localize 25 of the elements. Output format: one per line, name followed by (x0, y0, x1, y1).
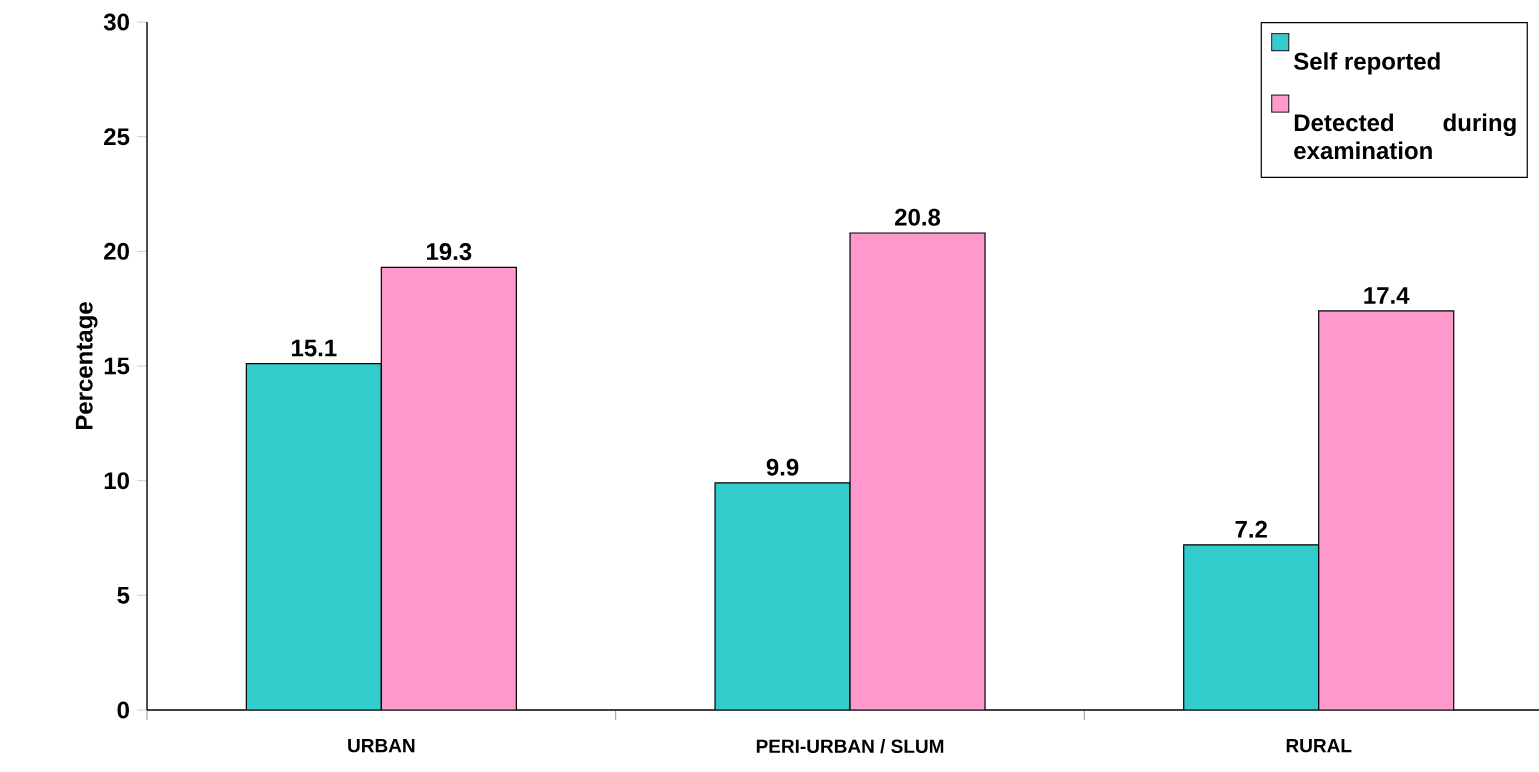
bar (1318, 310, 1455, 710)
bar (380, 266, 517, 710)
data-label: 7.2 (1235, 520, 1267, 538)
legend-label: Detected during examination (1294, 113, 1516, 160)
y-axis-title: Percentage (75, 302, 98, 430)
y-tick-label: 20 (104, 242, 129, 260)
y-tick-label: 15 (104, 357, 130, 375)
data-label: 19.3 (427, 243, 472, 261)
y-tick-label: 30 (103, 13, 129, 31)
data-label: 20.8 (895, 208, 941, 226)
x-tick-label: PERI-URBAN / SLUM (756, 739, 944, 754)
legend-label: Self reported (1293, 52, 1440, 75)
data-label: 15.1 (292, 339, 337, 357)
bar (714, 482, 851, 710)
y-tick-label: 10 (104, 472, 129, 490)
bar (1183, 544, 1320, 710)
y-tick-label: 5 (117, 586, 130, 604)
x-tick-label: RURAL (1286, 739, 1352, 753)
data-label: 9.9 (766, 458, 799, 476)
y-tick-label: 25 (104, 128, 130, 146)
bar (245, 363, 382, 710)
bar (849, 232, 986, 710)
y-tick-label: 0 (117, 701, 129, 719)
x-tick-label: URBAN (348, 739, 415, 753)
data-label: 17.4 (1364, 287, 1410, 304)
